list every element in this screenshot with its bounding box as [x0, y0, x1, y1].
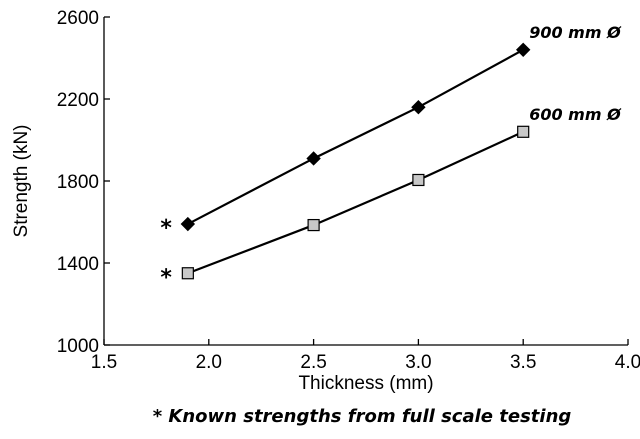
y-tick-label: 1800 — [57, 172, 99, 193]
x-tick-label: 1.5 — [91, 352, 117, 373]
series-label: 900 mm Ø — [529, 23, 622, 42]
data-point-diamond — [411, 99, 426, 115]
x-axis-title: Thickness (mm) — [298, 373, 433, 394]
data-point-square — [517, 125, 530, 138]
y-axis-title: Strength (kN) — [11, 125, 32, 238]
x-tick-label: 2.0 — [196, 352, 222, 373]
asterisk-annotation: * — [160, 216, 172, 241]
ticks: 1.5 2.0 2.5 3.0 3.5 4.0 1000 1400 1800 2200 2600 — [57, 8, 640, 373]
data-point-square — [412, 173, 425, 187]
data-point-diamond — [515, 42, 531, 58]
annotations: ** — [160, 216, 172, 290]
x-tick-label: 4.0 — [615, 352, 640, 373]
series-group: 900 mm Ø 600 mm Ø — [180, 23, 622, 280]
axes — [103, 17, 628, 346]
y-tick-label: 2200 — [57, 90, 99, 111]
x-tick-label: 2.5 — [300, 352, 326, 373]
series-line — [187, 48, 524, 226]
y-tick-label: 1000 — [57, 336, 99, 357]
data-point-diamond — [306, 151, 321, 166]
data-point-square — [181, 267, 194, 280]
footnote: * Known strengths from full scale testin… — [153, 406, 572, 427]
series-2: 600 mm Ø — [181, 105, 622, 280]
data-point-square — [307, 218, 320, 232]
series-line — [187, 130, 524, 275]
series-label: 600 mm Ø — [529, 105, 622, 124]
x-tick-label: 3.5 — [510, 352, 536, 373]
y-tick-label: 2600 — [57, 8, 99, 29]
series-1: 900 mm Ø — [180, 23, 622, 232]
asterisk-annotation: * — [160, 265, 172, 290]
y-tick-label: 1400 — [57, 254, 99, 275]
data-point-diamond — [180, 216, 196, 232]
x-tick-label: 3.0 — [405, 352, 431, 373]
